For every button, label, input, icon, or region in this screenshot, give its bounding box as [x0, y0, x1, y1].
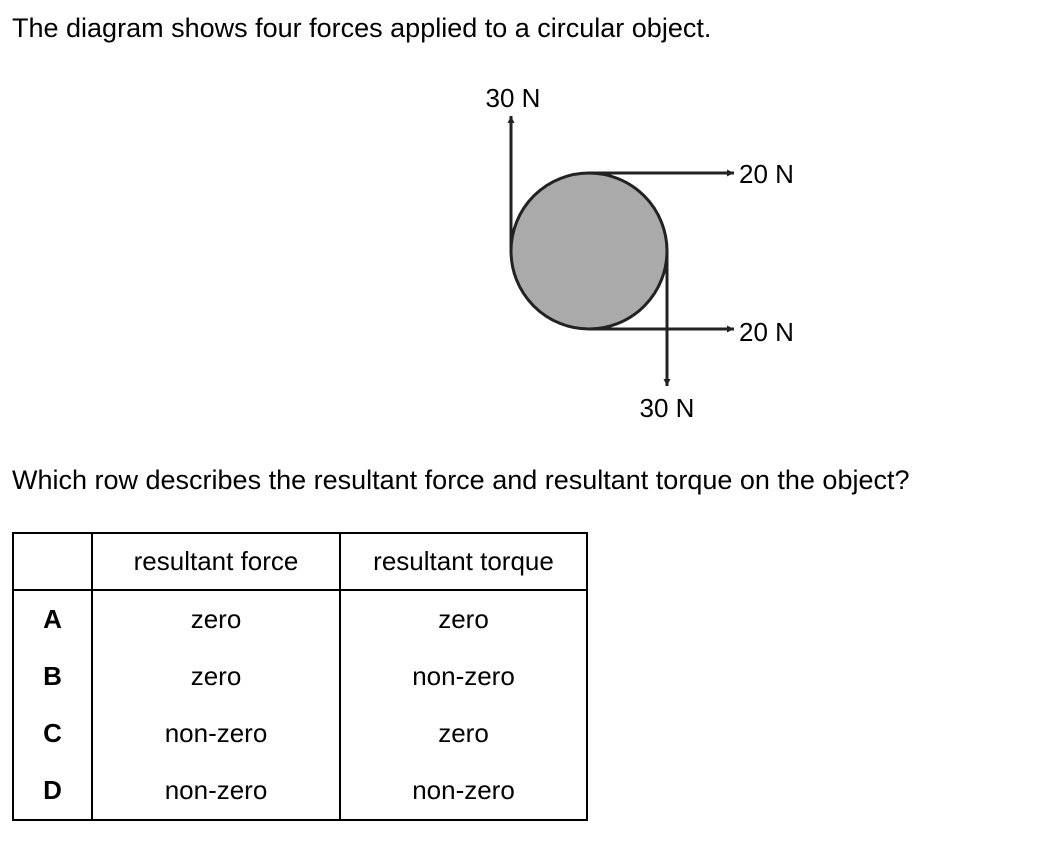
row-key: A [12, 590, 93, 648]
row-force: non-zero [91, 705, 341, 762]
force-label-right-top: 20 N [739, 159, 794, 189]
force-label-down: 30 N [640, 393, 695, 423]
table-header-row: resultant force resultant torque [12, 532, 588, 591]
header-resultant-torque: resultant torque [339, 532, 588, 591]
row-torque: zero [339, 705, 588, 762]
table-row: C non-zero zero [12, 705, 588, 762]
force-label-right-bottom: 20 N [739, 317, 794, 347]
table-row: A zero zero [12, 590, 588, 648]
force-label-up: 30 N [486, 83, 541, 113]
answer-table: resultant force resultant torque A zero … [12, 532, 588, 821]
header-key [12, 532, 93, 591]
circular-object [509, 171, 669, 331]
row-force: non-zero [91, 762, 341, 821]
question-text: Which row describes the resultant force … [12, 465, 910, 495]
header-resultant-force: resultant force [91, 532, 341, 591]
intro-text: The diagram shows four forces applied to… [12, 13, 712, 43]
table-row: B zero non-zero [12, 648, 588, 705]
row-key: C [12, 705, 93, 762]
force-diagram: 30 N 20 N 20 N 30 N [486, 83, 794, 423]
row-torque: non-zero [339, 648, 588, 705]
row-key: B [12, 648, 93, 705]
row-force: zero [91, 590, 341, 648]
row-key: D [12, 762, 93, 821]
row-torque: zero [339, 590, 588, 648]
table-row: D non-zero non-zero [12, 762, 588, 821]
row-torque: non-zero [339, 762, 588, 821]
row-force: zero [91, 648, 341, 705]
